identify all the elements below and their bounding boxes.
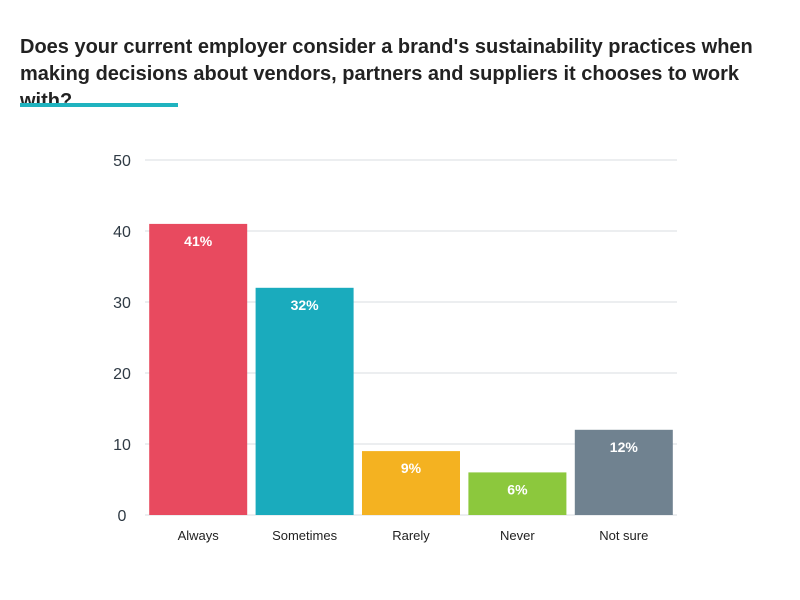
data-label: 6% <box>507 481 528 497</box>
bar <box>255 287 354 515</box>
title-underline <box>20 103 178 107</box>
x-category-label: Sometimes <box>272 528 338 543</box>
data-label: 32% <box>291 297 320 313</box>
bar <box>574 429 673 515</box>
x-category-label: Not sure <box>599 528 648 543</box>
bars <box>149 223 673 515</box>
x-category-label: Always <box>178 528 220 543</box>
y-tick-label: 30 <box>113 295 131 312</box>
y-tick-label: 40 <box>113 224 131 241</box>
bar <box>362 451 460 515</box>
data-label: 9% <box>401 460 422 476</box>
y-axis-tick-labels: 0 10 20 30 40 50 <box>113 153 131 525</box>
y-tick-label: 0 <box>118 508 127 525</box>
bar <box>468 472 567 515</box>
y-tick-label: 20 <box>113 366 131 383</box>
y-tick-label: 50 <box>113 153 131 170</box>
data-labels: 41% 32% 9% 6% 12% <box>184 233 638 498</box>
x-axis-category-labels: Always Sometimes Rarely Never Not sure <box>178 528 649 543</box>
bar <box>149 223 248 515</box>
x-category-label: Rarely <box>392 528 430 543</box>
data-label: 12% <box>610 439 639 455</box>
y-tick-label: 10 <box>113 437 131 454</box>
x-category-label: Never <box>500 528 535 543</box>
data-label: 41% <box>184 233 213 249</box>
